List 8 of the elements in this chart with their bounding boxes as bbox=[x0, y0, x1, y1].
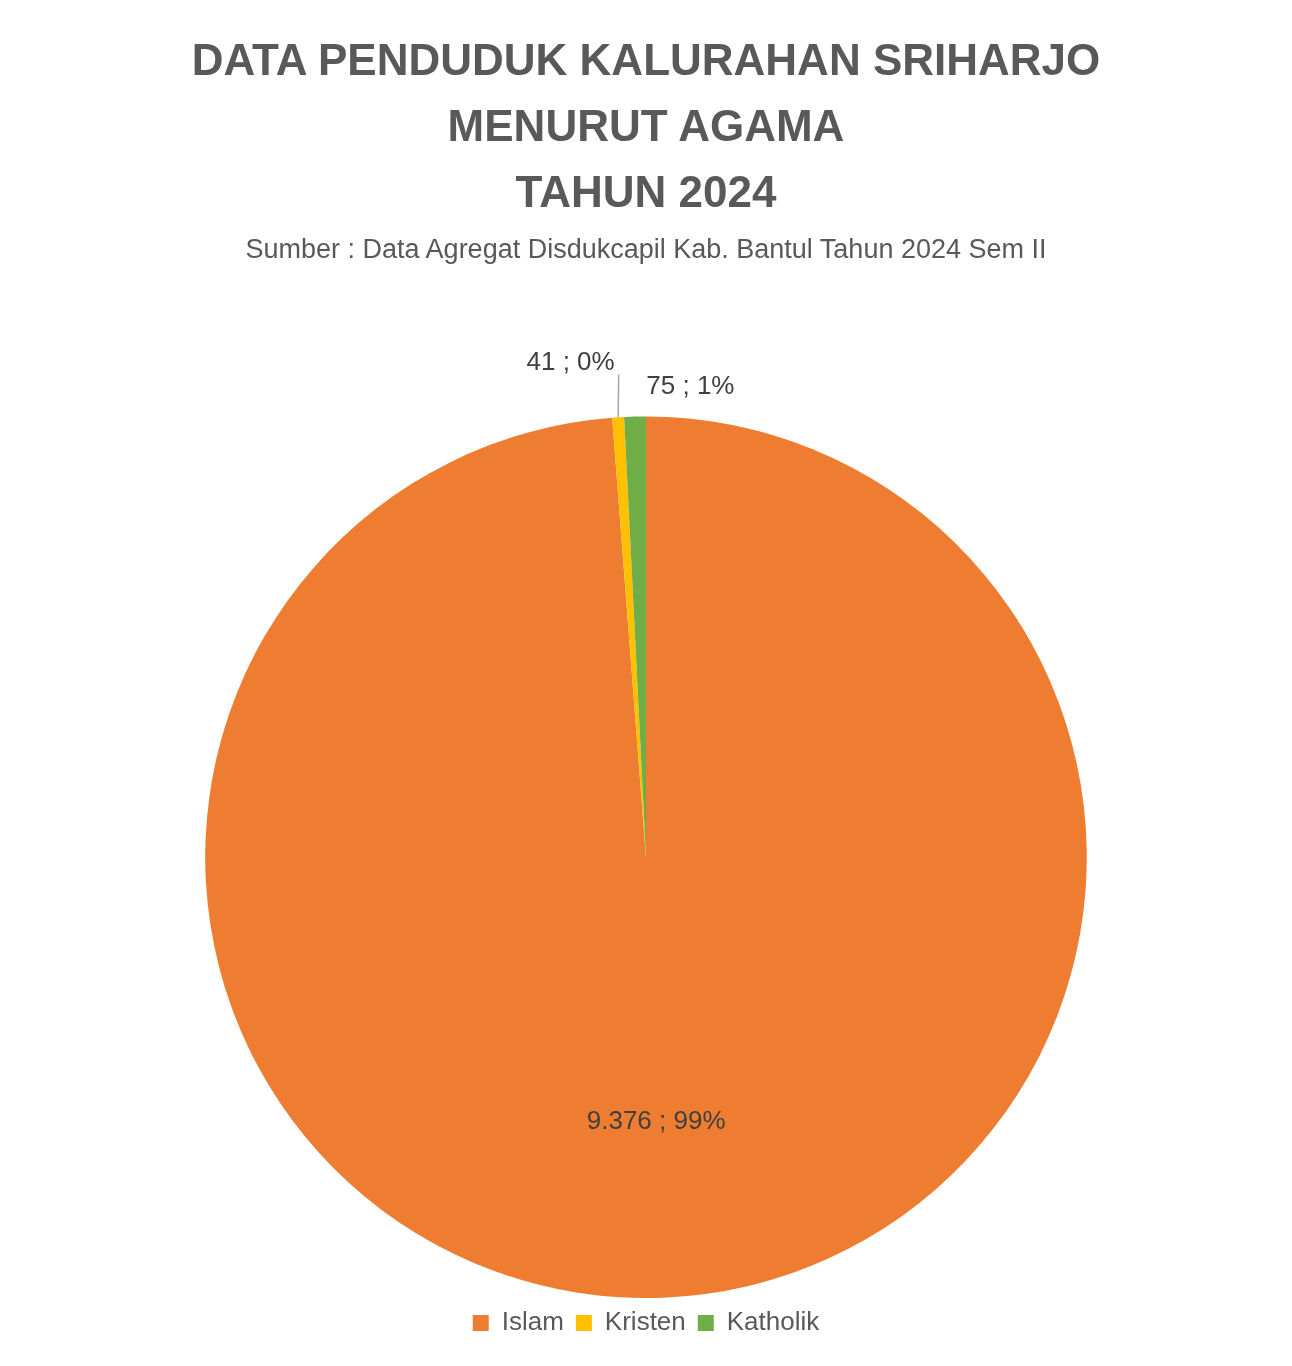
data-label: 75 ; 1% bbox=[646, 369, 735, 400]
chart-subtitle: Sumber : Data Agregat Disdukcapil Kab. Bantul Tahun 2024 Sem II bbox=[245, 233, 1047, 264]
data-label: 9.376 ; 99% bbox=[586, 1104, 726, 1135]
data-label: 41 ; 0% bbox=[526, 345, 615, 376]
legend-label: Katholik bbox=[726, 1306, 821, 1337]
chart-title: DATA PENDUDUK KALURAHAN SRIHARJO MENURUT AGAMA TAHUN 2024 bbox=[191, 35, 1101, 217]
legend-label: Islam bbox=[501, 1306, 564, 1337]
legend-label: Kristen bbox=[604, 1306, 686, 1337]
